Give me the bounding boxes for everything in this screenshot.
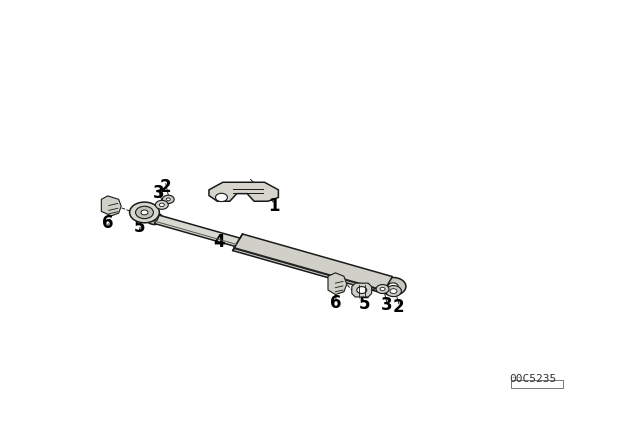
Text: 00C5235: 00C5235	[509, 374, 556, 384]
Text: 6: 6	[330, 294, 342, 312]
Text: 5: 5	[359, 295, 371, 313]
Circle shape	[136, 206, 154, 219]
Text: 2: 2	[393, 298, 404, 316]
Polygon shape	[209, 182, 278, 201]
Circle shape	[390, 289, 397, 293]
Text: 5: 5	[134, 218, 145, 236]
Polygon shape	[101, 196, 121, 216]
Circle shape	[156, 200, 168, 209]
Circle shape	[380, 277, 406, 295]
Circle shape	[388, 283, 398, 290]
Circle shape	[130, 202, 159, 223]
Circle shape	[385, 285, 401, 297]
Circle shape	[216, 193, 227, 202]
Text: 4: 4	[213, 233, 225, 251]
Circle shape	[159, 203, 164, 207]
Circle shape	[376, 284, 389, 293]
Text: 6: 6	[102, 215, 113, 233]
Text: 3: 3	[381, 296, 392, 314]
Polygon shape	[154, 215, 240, 246]
Circle shape	[356, 287, 367, 293]
Polygon shape	[328, 273, 347, 294]
Circle shape	[146, 213, 163, 224]
Circle shape	[163, 195, 174, 203]
Circle shape	[380, 287, 385, 291]
Circle shape	[152, 216, 158, 221]
Circle shape	[141, 210, 148, 215]
Bar	[511, 380, 563, 388]
Text: 3: 3	[152, 185, 164, 202]
Polygon shape	[352, 283, 372, 297]
Polygon shape	[233, 234, 392, 293]
Circle shape	[166, 198, 170, 201]
Text: 1: 1	[268, 197, 279, 215]
Text: 2: 2	[160, 178, 172, 196]
